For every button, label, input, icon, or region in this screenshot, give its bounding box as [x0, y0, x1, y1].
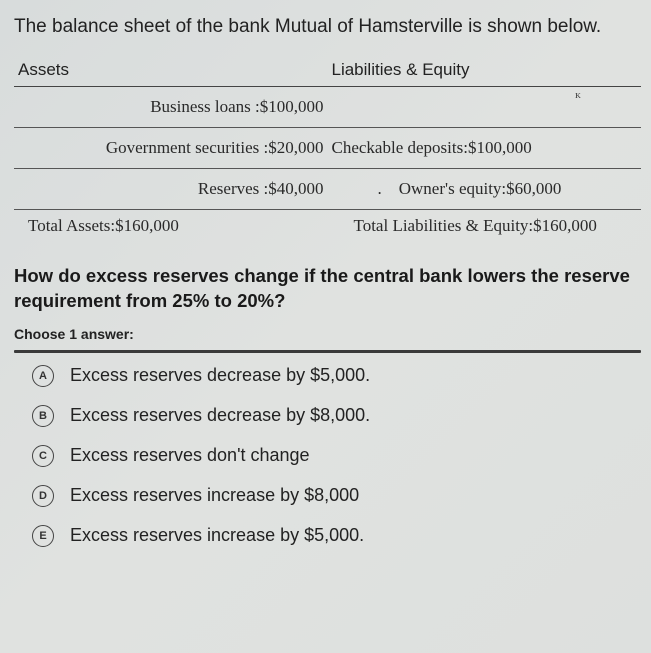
cell-gov-securities: Government securities :$20,000 [14, 127, 328, 168]
choose-label: Choose 1 answer: [14, 326, 641, 342]
cell-total-liab-equity: Total Liabilities & Equity:$160,000 [328, 209, 642, 246]
answer-option-a[interactable]: A Excess reserves decrease by $5,000. [32, 365, 641, 387]
header-liabilities: Liabilities & Equity [328, 54, 642, 87]
cell-reserves: Reserves :$40,000 [14, 168, 328, 209]
table-row-totals: Total Assets:$160,000 Total Liabilities … [14, 209, 641, 246]
cell-mark: ᴋ [328, 86, 642, 127]
radio-icon: C [32, 445, 54, 467]
table-row: Business loans :$100,000 ᴋ [14, 86, 641, 127]
cell-checkable-deposits: Checkable deposits:$100,000 [328, 127, 642, 168]
question-text: How do excess reserves change if the cen… [14, 264, 641, 314]
radio-icon: D [32, 485, 54, 507]
answer-text: Excess reserves decrease by $8,000. [70, 405, 370, 426]
radio-icon: E [32, 525, 54, 547]
table-row: Reserves :$40,000 . Owner's equity:$60,0… [14, 168, 641, 209]
answer-text: Excess reserves increase by $8,000 [70, 485, 359, 506]
header-assets: Assets [14, 54, 328, 87]
radio-icon: A [32, 365, 54, 387]
answer-text: Excess reserves increase by $5,000. [70, 525, 364, 546]
cell-owners-equity: . Owner's equity:$60,000 [328, 168, 642, 209]
stray-mark: ᴋ [575, 89, 581, 101]
answers-divider [14, 350, 641, 353]
answers-list: A Excess reserves decrease by $5,000. B … [14, 365, 641, 547]
answer-text: Excess reserves decrease by $5,000. [70, 365, 370, 386]
cell-total-assets: Total Assets:$160,000 [14, 209, 328, 246]
balance-sheet-table: Assets Liabilities & Equity Business loa… [14, 54, 641, 246]
answer-option-e[interactable]: E Excess reserves increase by $5,000. [32, 525, 641, 547]
answer-text: Excess reserves don't change [70, 445, 310, 466]
answer-option-b[interactable]: B Excess reserves decrease by $8,000. [32, 405, 641, 427]
table-row: Government securities :$20,000 Checkable… [14, 127, 641, 168]
intro-text: The balance sheet of the bank Mutual of … [14, 14, 641, 40]
answer-option-d[interactable]: D Excess reserves increase by $8,000 [32, 485, 641, 507]
radio-icon: B [32, 405, 54, 427]
cell-business-loans: Business loans :$100,000 [14, 86, 328, 127]
answer-option-c[interactable]: C Excess reserves don't change [32, 445, 641, 467]
